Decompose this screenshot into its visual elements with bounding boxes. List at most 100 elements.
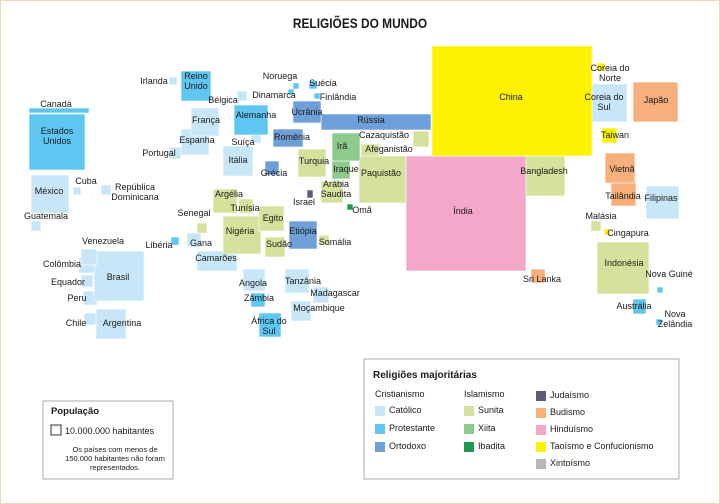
country-label: Gana xyxy=(189,238,213,248)
country-label: Espanha xyxy=(179,135,215,145)
legend-swatch xyxy=(464,442,474,452)
country-box xyxy=(632,298,647,315)
legend-swatch xyxy=(536,459,546,469)
country-label: Equador xyxy=(50,277,86,287)
country-box xyxy=(604,152,636,184)
legend-group: Islamismo xyxy=(464,389,505,399)
country-label: Indonésia xyxy=(604,258,644,268)
country-box xyxy=(28,113,86,171)
legend-label: Budismo xyxy=(550,407,586,417)
country-label: Etiópia xyxy=(289,226,317,236)
country-label: Canadá xyxy=(40,99,72,109)
country-label: Zâmbia xyxy=(243,293,275,303)
country-box xyxy=(588,83,628,123)
country-label: Chile xyxy=(65,318,87,328)
country-label: Ucrânia xyxy=(291,107,323,117)
country-label: Paquistão xyxy=(360,168,402,178)
country-box xyxy=(524,155,566,197)
country-box xyxy=(264,236,286,258)
legend-label: Taoísmo e Confucionismo xyxy=(550,441,654,451)
country-box xyxy=(412,130,430,148)
country-label: China xyxy=(499,92,523,102)
country-label: Índia xyxy=(453,206,473,216)
country-label: Guatemala xyxy=(23,211,69,221)
country-box xyxy=(603,228,611,236)
country-box xyxy=(308,80,318,90)
country-label: Grécia xyxy=(260,168,288,178)
legend-swatch xyxy=(536,442,546,452)
country-box xyxy=(645,185,680,220)
country-box xyxy=(655,318,663,326)
country-label: Turquia xyxy=(298,156,330,166)
country-box xyxy=(590,220,602,232)
legend-group: Cristianismo xyxy=(375,389,425,399)
population-panel xyxy=(42,400,174,480)
country-box xyxy=(320,180,344,204)
country-box xyxy=(358,155,407,204)
country-box xyxy=(596,241,650,295)
country-box xyxy=(236,90,248,102)
country-box xyxy=(360,143,380,157)
legend-label: Ortodoxo xyxy=(389,441,427,451)
country-label: Venezuela xyxy=(81,236,125,246)
country-label: Suíça xyxy=(231,137,255,147)
country-label: Libéria xyxy=(145,240,173,250)
country-box xyxy=(100,184,112,196)
country-box xyxy=(292,82,300,90)
country-label: Irlanda xyxy=(140,76,168,86)
country-box xyxy=(272,128,304,148)
legend-swatch xyxy=(536,425,546,435)
country-label: Afeganistão xyxy=(365,144,413,154)
country-label: Irã xyxy=(336,141,348,151)
legend-swatch xyxy=(375,442,385,452)
country-label: Cazaquistão xyxy=(358,130,410,140)
country-box xyxy=(288,220,318,250)
country-box xyxy=(180,70,212,102)
country-label: Portugal xyxy=(142,148,176,158)
country-label: Reino Unido xyxy=(184,71,208,91)
country-box xyxy=(632,81,679,123)
country-box xyxy=(312,286,330,304)
country-label: Egito xyxy=(262,213,284,223)
country-label: Coreia do Sul xyxy=(584,92,624,112)
country-box xyxy=(30,174,70,214)
country-box xyxy=(530,268,546,284)
country-box xyxy=(264,160,280,176)
legend-swatch xyxy=(536,391,546,401)
country-box xyxy=(222,215,262,255)
legend-swatch xyxy=(375,406,385,416)
country-label: Israel xyxy=(292,197,316,207)
country-box xyxy=(318,234,330,246)
legend-label: Sunita xyxy=(478,405,504,415)
country-label: Dinamarca xyxy=(252,90,296,100)
country-box xyxy=(83,312,97,326)
country-box xyxy=(80,248,98,266)
country-label: Filipinas xyxy=(644,193,678,203)
legend-swatch xyxy=(536,408,546,418)
legend-label: Hinduísmo xyxy=(550,424,594,434)
country-box xyxy=(212,188,238,214)
country-label: Tanzânia xyxy=(284,276,322,286)
country-label: Senegal xyxy=(177,208,211,218)
country-label: Iraque xyxy=(333,164,359,174)
population-note: Os países com menos de 150.000 habitante… xyxy=(65,445,165,472)
country-label: África do Sul xyxy=(251,316,287,336)
country-label: Cingapura xyxy=(607,228,649,238)
country-label: Omã xyxy=(352,205,372,215)
country-box xyxy=(258,205,285,232)
country-label: Somália xyxy=(318,237,352,247)
legend-label: Judaísmo xyxy=(550,390,590,400)
country-box xyxy=(250,292,266,308)
country-box xyxy=(258,312,282,338)
country-label: Angola xyxy=(238,278,268,288)
country-label: Moçambique xyxy=(293,303,345,313)
country-label: Sri Lanka xyxy=(522,274,562,284)
population-scale: 10.000.000 habitantes xyxy=(65,426,155,436)
country-box xyxy=(601,127,618,144)
legend-label: Católico xyxy=(389,405,422,415)
title: RELIGIÕES DO MUNDO xyxy=(292,15,428,31)
country-box xyxy=(596,62,606,72)
country-label: Argélia xyxy=(214,189,244,199)
country-label: Nova Zelândia xyxy=(657,309,693,329)
